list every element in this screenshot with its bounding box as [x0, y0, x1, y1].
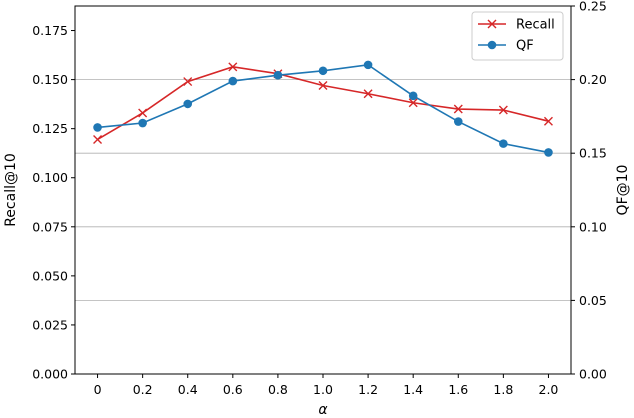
x-tick-label: 1.2 [358, 382, 378, 397]
data-point [183, 99, 193, 109]
data-point [363, 89, 373, 99]
y-left-tick-label: 0.025 [32, 317, 68, 332]
data-point [138, 118, 147, 128]
data-point [408, 91, 418, 101]
data-point [363, 60, 373, 70]
data-point [318, 80, 328, 90]
x-tick-label: 0.4 [178, 382, 198, 397]
data-point [453, 104, 463, 114]
x-tick-label: 1.6 [448, 382, 468, 397]
data-point [318, 66, 328, 76]
legend-label: QF [516, 39, 534, 54]
y-right-tick-label: 0.00 [579, 367, 607, 382]
x-tick-label: 0.2 [133, 382, 153, 397]
x-tick-label: 1.8 [493, 382, 513, 397]
y-left-tick-label: 0.100 [32, 170, 68, 185]
data-point [183, 77, 193, 87]
data-point [138, 108, 148, 118]
y-left-tick-label: 0.150 [32, 72, 68, 87]
series-line [97, 66, 549, 141]
y-axis-right-title: QF@10 [615, 165, 631, 216]
data-point [498, 105, 508, 115]
series-line [97, 64, 549, 154]
x-tick-label: 1.4 [403, 382, 423, 397]
data-point [408, 98, 418, 108]
y-right-tick-label: 0.10 [579, 219, 607, 234]
x-tick-label: 1.0 [313, 382, 333, 397]
legend-label: Recall [516, 18, 555, 33]
y-left-tick-label: 0.125 [32, 121, 68, 136]
data-point [273, 70, 283, 80]
data-point [93, 123, 102, 132]
y-left-tick-label: 0.075 [32, 219, 68, 234]
y-right-tick-label: 0.20 [579, 72, 607, 87]
series-qf [93, 60, 553, 157]
series-recall [93, 62, 553, 144]
legend: Recall QF [471, 11, 564, 61]
series-layer [93, 60, 553, 157]
data-point [499, 139, 508, 148]
y-right-tick-label: 0.25 [579, 0, 607, 14]
x-tick-label: 0.8 [268, 382, 288, 397]
legend-item-recall: Recall [478, 18, 555, 33]
y-left-tick-label: 0.175 [32, 23, 68, 38]
y-axis-left-title: Recall@10 [3, 153, 19, 227]
data-point [543, 116, 553, 126]
data-point [228, 76, 238, 86]
data-point [228, 62, 238, 72]
y-right-tick-label: 0.15 [579, 146, 607, 161]
plot-frame [74, 5, 572, 375]
y-right-tick-label: 0.05 [579, 293, 607, 308]
data-point [453, 117, 463, 126]
x-tick-label: 0.6 [223, 382, 243, 397]
x-tick-label: 2.0 [539, 382, 559, 397]
x-tick-label: 0 [94, 382, 102, 397]
axes: 0 0.2 0.4 0.6 0.8 1.0 1.2 1.4 1.6 1.8 2.0 0.000 0.02… [32, 0, 607, 397]
x-axis-title: α [318, 402, 328, 418]
grid-lines [75, 5, 571, 375]
y-left-tick-label: 0.050 [32, 268, 68, 283]
data-point [93, 134, 103, 144]
legend-item-qf: QF [478, 39, 534, 54]
y-left-tick-label: 0.000 [32, 367, 68, 382]
data-point [544, 148, 553, 157]
